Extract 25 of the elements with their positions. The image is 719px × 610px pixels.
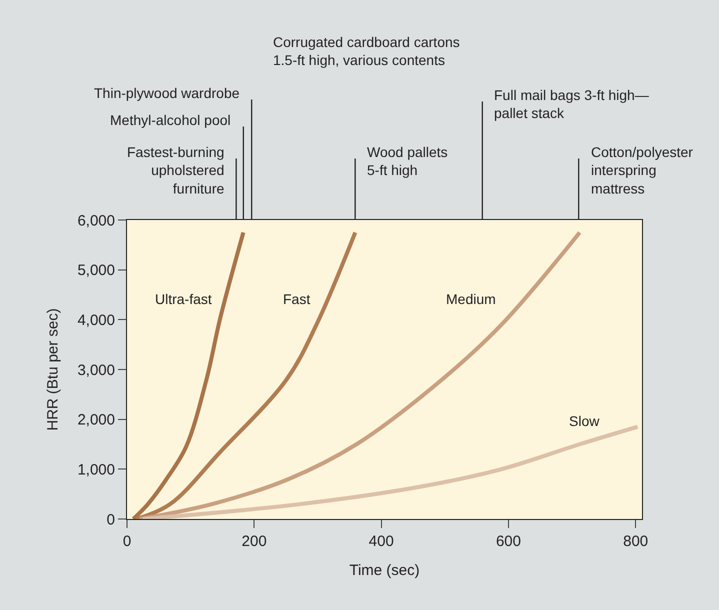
- text: Methyl-alcohol pool: [110, 112, 231, 128]
- series-label: Slow: [569, 413, 600, 429]
- series-label: Medium: [446, 291, 496, 307]
- y-axis-title: HRR (Btu per sec): [44, 308, 62, 431]
- text: Corrugated cardboard cartons 1.5-ft high, various contents: [273, 34, 460, 68]
- x-tick-label: 200: [242, 533, 267, 550]
- y-tick-label: 1,000: [77, 461, 115, 478]
- text: Cotton/polyester interspring mattress: [591, 144, 694, 196]
- y-tick-label: 4,000: [77, 312, 115, 329]
- text: Thin-plywood wardrobe: [94, 85, 240, 101]
- series-label: Fast: [283, 291, 310, 307]
- text: Full mail bags 3-ft high— pallet stack: [494, 87, 649, 122]
- text: Wood pallets 5-ft high: [367, 144, 448, 178]
- x-tick-label: 600: [496, 533, 521, 550]
- text: Fastest-burning upholstered furniture: [127, 144, 224, 196]
- x-tick-label: 400: [368, 533, 394, 550]
- y-tick-label: 5,000: [77, 262, 115, 280]
- x-tick-label: 800: [623, 533, 648, 550]
- x-tick-label: 0: [122, 533, 132, 550]
- x-axis-title: Time (sec): [349, 562, 420, 579]
- y-tick-label: 0: [106, 511, 115, 528]
- y-tick-label: 3,000: [77, 362, 115, 379]
- series-label: Ultra-fast: [155, 291, 212, 307]
- y-tick-label: 6,000: [77, 212, 115, 230]
- y-tick-label: 2,000: [77, 412, 115, 429]
